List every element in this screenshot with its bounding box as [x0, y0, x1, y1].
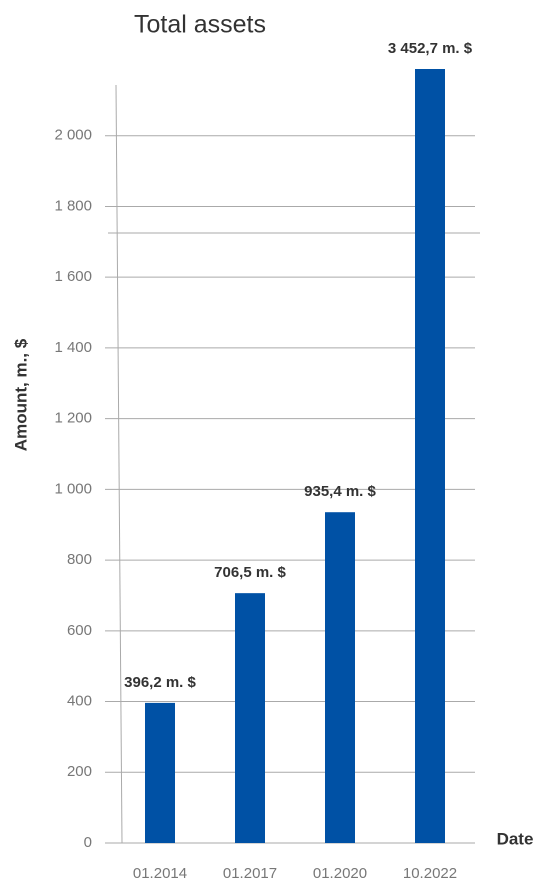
y-tick-label: 1 800 [54, 197, 92, 214]
chart-title: Total assets [134, 11, 266, 39]
bar [145, 702, 175, 843]
bar [235, 593, 265, 843]
y-axis-line [115, 84, 123, 844]
x-tick-label: 01.2017 [223, 865, 277, 882]
x-tick-label: 10.2022 [403, 865, 457, 882]
y-tick-label: 2 000 [54, 127, 92, 144]
bar [415, 69, 445, 843]
x-tick-label: 01.2014 [133, 865, 187, 882]
y-tick-label: 200 [67, 763, 92, 780]
value-label: 396,2 m. $ [124, 674, 196, 691]
y-tick-label: 1 200 [54, 410, 92, 427]
y-tick-label: 1 400 [54, 339, 92, 356]
y-tick-label: 800 [67, 551, 92, 568]
bar [325, 512, 355, 843]
y-axis-label: Amount, m., $ [11, 338, 30, 451]
y-tick-label: 1 600 [54, 268, 92, 285]
x-axis-label: Date [497, 829, 534, 848]
y-tick-label: 0 [84, 834, 92, 851]
y-tick-label: 600 [67, 622, 92, 639]
y-tick-label: 1 000 [54, 480, 92, 497]
y-tick-label: 400 [67, 693, 92, 710]
x-tick-label: 01.2020 [313, 865, 367, 882]
value-label: 935,4 m. $ [304, 483, 376, 500]
value-label: 706,5 m. $ [214, 564, 286, 581]
value-label: 3 452,7 m. $ [388, 40, 473, 57]
